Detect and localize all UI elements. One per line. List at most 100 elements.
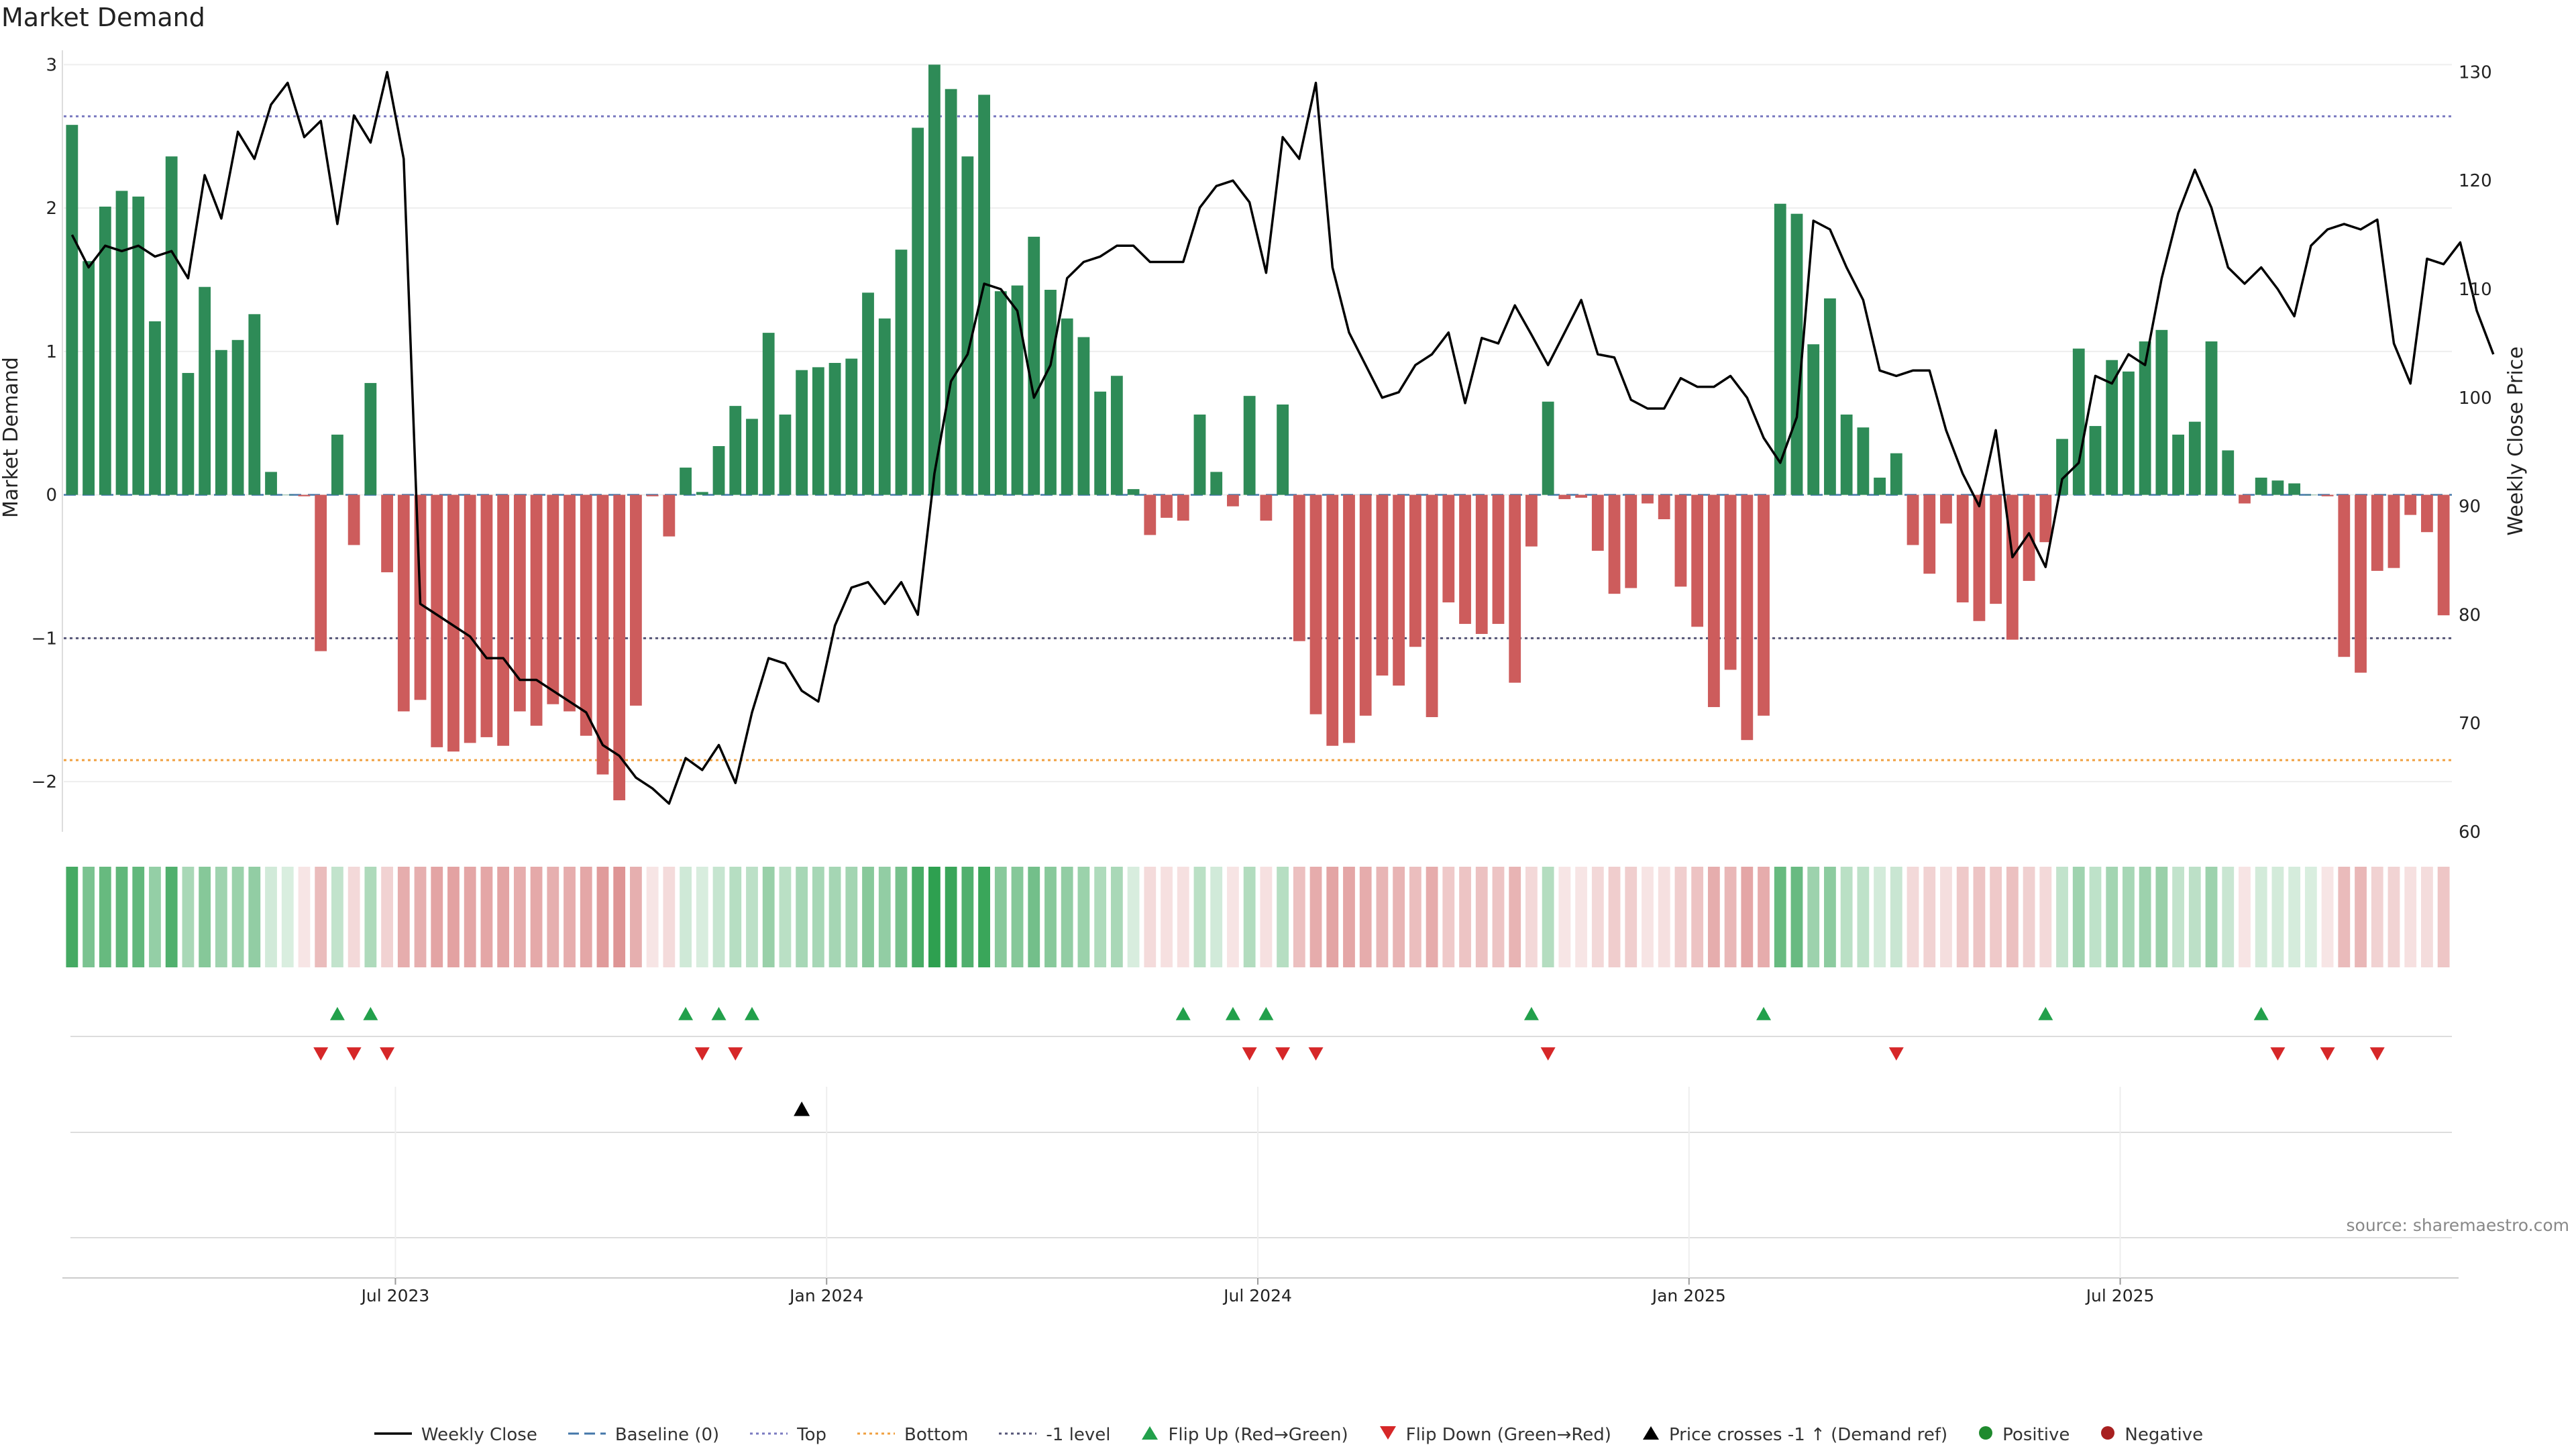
- heat-cell: [331, 867, 343, 967]
- heat-cell: [464, 867, 476, 967]
- demand-bar: [248, 314, 261, 495]
- demand-bar: [2205, 341, 2218, 495]
- demand-bar: [1591, 494, 1604, 551]
- demand-bar: [2355, 494, 2367, 673]
- heat-cell: [812, 867, 824, 967]
- heat-cell: [712, 867, 725, 967]
- legend-label: Price crosses -1 ↑ (Demand ref): [1668, 1425, 1948, 1445]
- heat-cell: [1642, 867, 1654, 967]
- line-dashed-blue-icon: [567, 1425, 607, 1445]
- demand-bar: [1724, 494, 1737, 670]
- heat-cell: [2304, 867, 2317, 967]
- heat-cell: [1542, 867, 1554, 967]
- demand-bar: [862, 292, 874, 495]
- demand-bar: [2106, 360, 2118, 495]
- demand-bar: [712, 445, 725, 495]
- demand-bar: [1509, 494, 1521, 683]
- price-cross-marker: [794, 1102, 810, 1116]
- heat-cell: [1774, 867, 1786, 967]
- triangle-down-red-icon: [1378, 1425, 1398, 1446]
- demand-bar: [215, 350, 227, 495]
- demand-bar: [530, 494, 543, 726]
- demand-bar: [2288, 483, 2301, 495]
- y2-tick-label: 100: [2459, 388, 2492, 409]
- triangle-up-green-icon: [1140, 1425, 1160, 1446]
- demand-bar: [1110, 376, 1123, 495]
- legend-item: Flip Down (Green→Red): [1378, 1425, 1611, 1446]
- heat-cell: [1475, 867, 1488, 967]
- heat-cell: [2089, 867, 2102, 967]
- demand-bar: [1741, 494, 1754, 741]
- flip-up-marker: [711, 1007, 727, 1020]
- demand-bar: [796, 370, 808, 495]
- heat-cell: [1923, 867, 1936, 967]
- demand-bar: [1277, 404, 1289, 495]
- y2-axis-title: Weekly Close Price: [2504, 346, 2528, 535]
- demand-bar: [265, 472, 277, 495]
- demand-bar: [912, 127, 924, 495]
- y-tick-label: −1: [32, 629, 57, 649]
- heat-cell: [2271, 867, 2284, 967]
- heat-cell: [1840, 867, 1853, 967]
- demand-bar: [1542, 401, 1554, 495]
- flip-up-marker: [1258, 1007, 1274, 1020]
- heat-cell: [1243, 867, 1256, 967]
- heat-cell: [994, 867, 1007, 967]
- heat-cell: [2371, 867, 2383, 967]
- demand-bar: [1956, 494, 1969, 602]
- heat-cell: [2172, 867, 2184, 967]
- demand-bar: [364, 382, 377, 495]
- demand-bar: [1807, 344, 1820, 495]
- demand-bar: [2072, 348, 2085, 495]
- heat-cell: [2072, 867, 2085, 967]
- demand-bar: [895, 250, 908, 495]
- demand-bar: [99, 207, 111, 495]
- price-line-layer: [70, 70, 2495, 805]
- x-tick-label: Jul 2024: [1222, 1286, 1292, 1305]
- heat-cell: [2387, 867, 2400, 967]
- legend-item: Bottom: [856, 1425, 968, 1445]
- demand-bar: [1210, 472, 1223, 495]
- heat-cell: [215, 867, 227, 967]
- demand-bar: [2056, 439, 2068, 495]
- x-tick-label: Jul 2023: [360, 1286, 430, 1305]
- axes: −2 −1 0 1 2 3 60 70 80 90 100 110 120 130 Market Deman…: [0, 50, 2528, 843]
- demand-bar: [115, 191, 128, 495]
- heat-cell: [1990, 867, 2002, 967]
- demand-bar: [1575, 494, 1587, 498]
- heat-cell: [1890, 867, 1902, 967]
- demand-bar: [878, 318, 891, 495]
- legend-label: Baseline (0): [614, 1425, 720, 1445]
- heat-cell: [1227, 867, 1239, 967]
- y-tick-label: 1: [46, 342, 57, 362]
- demand-bar: [1061, 318, 1073, 495]
- demand-bar: [1028, 236, 1040, 495]
- demand-bar: [663, 494, 676, 537]
- demand-bar: [613, 494, 626, 800]
- weekly-close-line: [70, 70, 2495, 805]
- heat-cell: [2056, 867, 2068, 967]
- heat-cell: [1509, 867, 1521, 967]
- demand-bar: [1973, 494, 1986, 621]
- heat-cell: [1277, 867, 1289, 967]
- demand-bar: [2387, 494, 2400, 568]
- demand-bar: [1077, 337, 1090, 495]
- demand-bar: [928, 64, 941, 495]
- demand-bar: [315, 494, 327, 651]
- demand-bar: [1857, 427, 1870, 495]
- demand-bar: [746, 419, 758, 495]
- legend-label: Positive: [2002, 1425, 2070, 1445]
- heat-cell: [2188, 867, 2201, 967]
- heat-cell: [1343, 867, 1355, 967]
- heat-cell: [1724, 867, 1737, 967]
- heat-cell: [66, 867, 78, 967]
- demand-bar: [1309, 494, 1322, 714]
- x-tick-label: Jan 2024: [788, 1286, 863, 1305]
- demand-heatstrip: [66, 867, 2450, 967]
- demand-bar: [1774, 203, 1786, 495]
- demand-bar: [945, 89, 957, 495]
- flip-down-marker: [694, 1047, 710, 1061]
- heat-cell: [2205, 867, 2218, 967]
- heat-cell: [1758, 867, 1770, 967]
